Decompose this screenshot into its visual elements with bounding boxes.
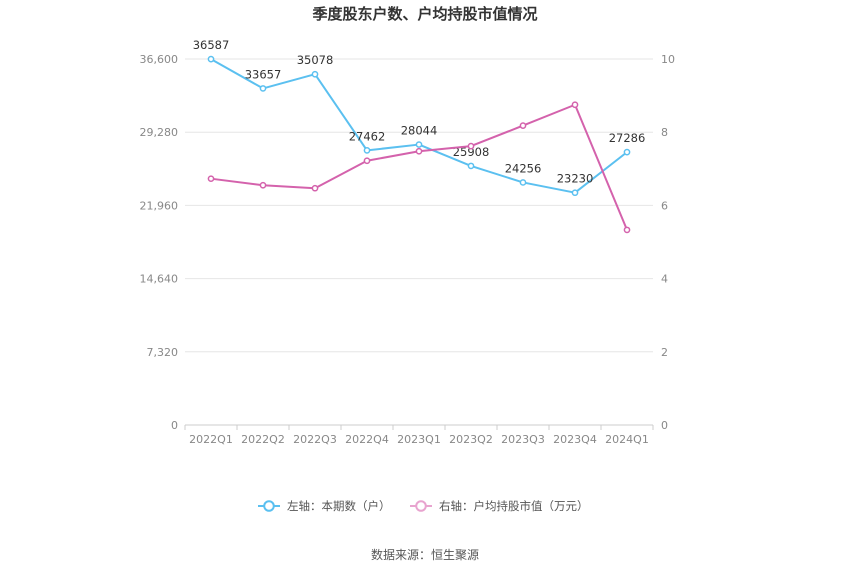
data-point: [519, 179, 527, 186]
data-label: 27462: [349, 129, 386, 143]
y-left-tick-label: 14,640: [140, 273, 179, 286]
y-right-tick-label: 10: [661, 53, 675, 66]
y-left-tick-label: 21,960: [140, 199, 179, 212]
data-point: [571, 189, 579, 197]
x-tick-label: 2023Q1: [397, 433, 441, 446]
y-right-tick-label: 2: [661, 346, 668, 359]
legend-label: 右轴：户均持股市值（万元）: [439, 499, 589, 513]
data-point: [467, 162, 475, 170]
data-point: [207, 55, 215, 63]
grid: [185, 58, 653, 353]
data-point: [311, 70, 319, 78]
data-label: 24256: [505, 161, 542, 175]
x-tick-label: 2022Q4: [345, 433, 389, 446]
data-label: 35078: [297, 53, 334, 67]
data-point: [363, 157, 371, 165]
y-right-tick-label: 6: [661, 199, 668, 212]
x-tick-label: 2022Q2: [241, 433, 285, 446]
y-right-tick-label: 8: [661, 126, 668, 139]
data-point: [311, 184, 319, 192]
data-point: [519, 122, 527, 129]
y-right-tick-label: 0: [661, 419, 668, 432]
data-label: 28044: [401, 124, 438, 138]
y-left-tick-label: 29,280: [140, 126, 179, 139]
legend-label: 左轴：本期数（户）: [287, 499, 391, 513]
legend-swatch-marker: [263, 500, 275, 512]
x-tick-label: 2024Q1: [605, 433, 649, 446]
x-tick-label: 2023Q4: [553, 433, 597, 446]
y-left-tick-label: 0: [171, 419, 178, 432]
x-tick-label: 2023Q2: [449, 433, 493, 446]
data-label: 27286: [609, 131, 646, 145]
y-left-tick-label: 7,320: [147, 346, 179, 359]
y-right-tick-label: 4: [661, 273, 668, 286]
data-point: [259, 85, 267, 92]
data-point: [467, 142, 475, 150]
y-left-tick-label: 36,600: [140, 53, 179, 66]
data-point: [623, 226, 631, 234]
data-point: [207, 175, 215, 183]
data-label: 25908: [453, 145, 490, 159]
data-label: 23230: [557, 172, 594, 186]
legend[interactable]: 左轴：本期数（户） 右轴：户均持股市值（万元）: [258, 499, 589, 513]
data-point: [415, 141, 423, 148]
data-point: [259, 181, 267, 189]
data-point: [415, 147, 423, 155]
source-note: 数据来源：恒生聚源: [371, 547, 479, 562]
chart-title: 季度股东户数、户均持股市值情况: [312, 5, 537, 23]
data-point: [571, 101, 579, 109]
data-label: 36587: [193, 38, 230, 52]
axes: 0 7,320 14,640 21,960 29,280 36,600 0 2 4 6 8 10 202…: [140, 53, 676, 446]
data-label: 33657: [245, 67, 282, 81]
series-layer: 36587 33657 35078 27462 28044 25908 24256 23230…: [193, 38, 646, 234]
x-tick-label: 2022Q3: [293, 433, 337, 446]
x-tick-label: 2023Q3: [501, 433, 545, 446]
x-tick-label: 2022Q1: [189, 433, 233, 446]
data-point: [623, 148, 631, 156]
legend-swatch-marker: [415, 500, 427, 512]
data-point: [363, 147, 371, 154]
